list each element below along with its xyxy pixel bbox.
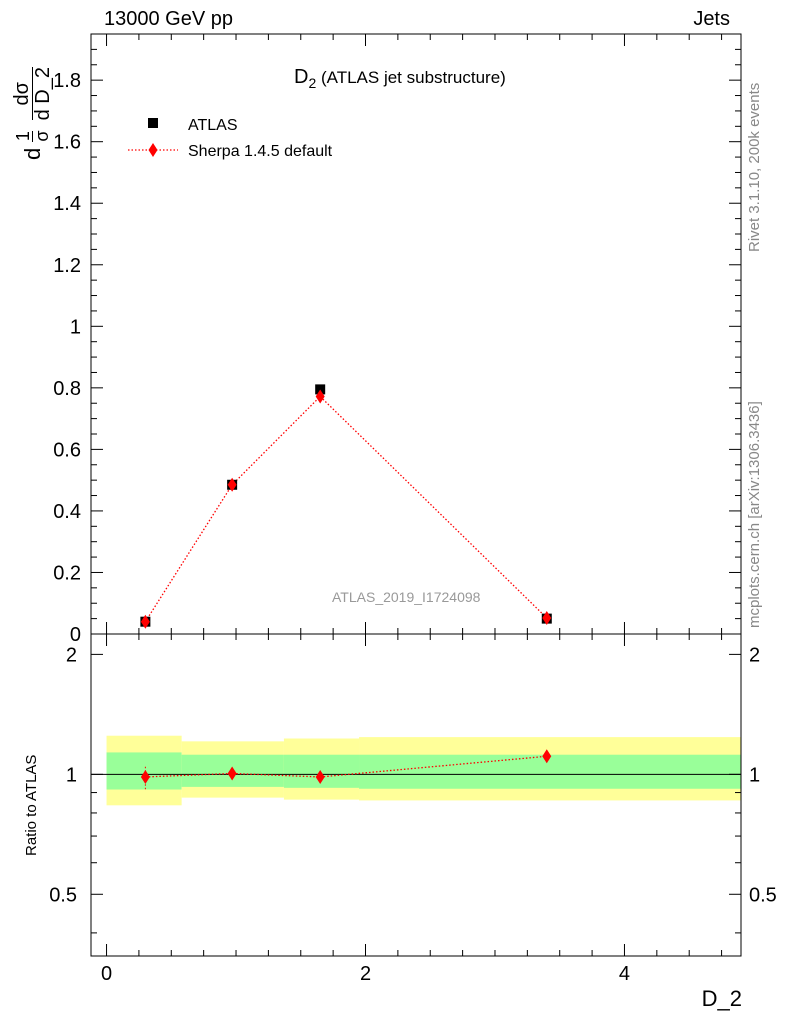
atlas-point (315, 384, 326, 395)
legend: ATLAS Sherpa 1.4.5 default (128, 117, 333, 160)
sherpa-point (140, 614, 150, 629)
ratio-inner-band (359, 754, 741, 789)
x-axis-label: D_2 (701, 986, 742, 1011)
sherpa-point (542, 611, 552, 625)
rivet-label: Rivet 3.1.10, 200k events (746, 82, 763, 252)
header-left: 13000 GeV pp (104, 8, 233, 30)
ratio-series-layer (140, 749, 552, 790)
plot-title-sub: 2 (308, 75, 317, 91)
ratio-axes (90, 633, 742, 957)
legend-sherpa-label: Sherpa 1.4.5 default (188, 143, 333, 160)
main-y-tick-label: 1.8 (53, 70, 81, 92)
ratio-y-tick-label-right: 2 (749, 644, 760, 666)
legend-atlas-marker (148, 118, 158, 128)
ratio-y-tick-label: 0.5 (49, 884, 77, 906)
main-y-tick-label: 0.4 (53, 501, 81, 523)
ratio-inner-band (283, 754, 360, 788)
ylabel-dsigma: dσ (11, 67, 33, 121)
ratio-y-tick-label-right: 0.5 (749, 884, 777, 906)
plot-title-main: D (294, 66, 309, 88)
main-y-tick-label: 1.6 (53, 132, 81, 154)
main-y-tick-label: 0.6 (53, 439, 81, 461)
main-series-layer (140, 384, 552, 629)
ratio-frame (90, 633, 742, 957)
ratio-inner-band (106, 752, 182, 790)
x-tick-label: 2 (360, 963, 371, 985)
x-tick-label: 4 (619, 963, 630, 985)
header-right: Jets (693, 8, 730, 30)
ratio-sherpa-point (315, 769, 325, 784)
x-tick-label: 0 (101, 963, 112, 985)
ratio-sherpa-line (145, 755, 547, 778)
sherpa-line (144, 395, 548, 623)
ratio-y-tick-label-right: 1 (749, 764, 760, 786)
ratio-uncertainty-bands (106, 735, 741, 806)
sherpa-point (315, 389, 325, 404)
ylabel-d1: d (19, 147, 45, 160)
ratio-y-tick-label: 2 (66, 644, 77, 666)
ratio-y-tick-label: 1 (66, 764, 77, 786)
ratio-sherpa-point (140, 769, 150, 784)
plot-title-rest: (ATLAS jet substructure) (316, 68, 506, 87)
main-y-tick-label: 1.2 (53, 255, 81, 277)
main-y-tick-label: 1.4 (53, 193, 81, 215)
ylabel-dd2: d D_2 (32, 67, 54, 121)
watermark: ATLAS_2019_I1724098 (332, 589, 481, 605)
ylabel-one: 1 (13, 130, 33, 142)
sherpa-point (227, 477, 237, 492)
plot-title: D2 (ATLAS jet substructure) (294, 66, 506, 91)
ylabel-sigma: σ (32, 130, 52, 142)
main-y-tick-label: 1 (70, 316, 81, 338)
main-y-tick-label: 0.2 (53, 562, 81, 584)
ratio-sherpa-point (227, 766, 237, 781)
mcplots-label: mcplots.cern.ch [arXiv:1306.3436] (746, 401, 763, 628)
main-y-tick-label: 0.8 (53, 378, 81, 400)
legend-sherpa-marker (148, 143, 158, 157)
legend-atlas-label: ATLAS (188, 117, 238, 134)
ratio-ylabel-text: Ratio to ATLAS (23, 754, 40, 856)
ratio-sherpa-point (542, 749, 552, 764)
tick-labels: 00.20.40.60.811.21.41.61.80.5 0.51 12 20 2 4 (49, 70, 777, 985)
main-y-tick-label: 0 (70, 624, 81, 646)
